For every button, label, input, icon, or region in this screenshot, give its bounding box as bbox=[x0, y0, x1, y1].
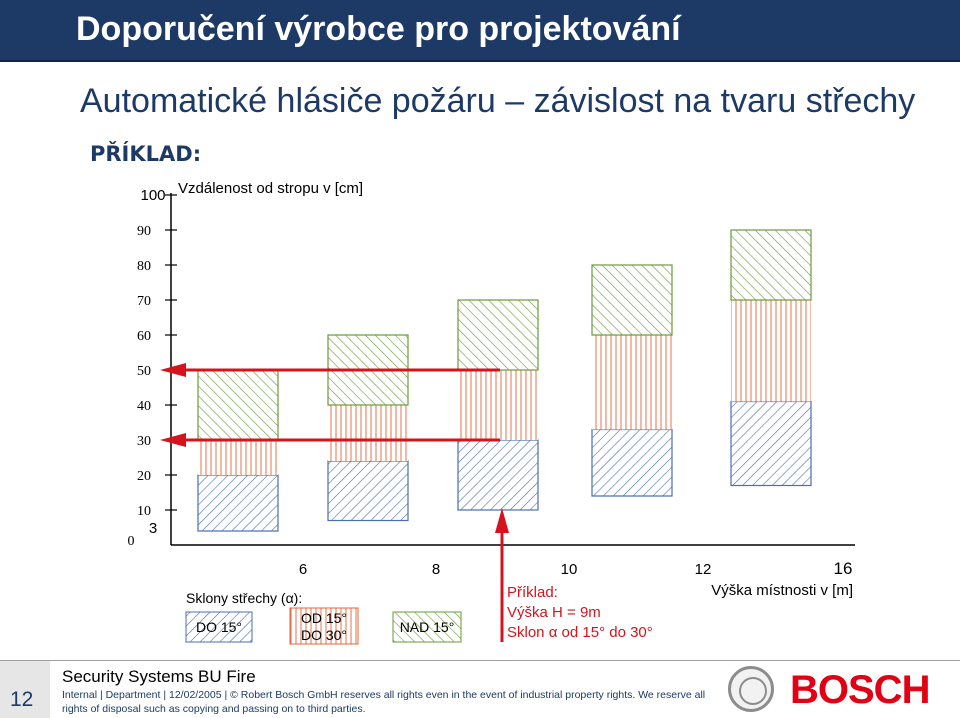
y-tick-label: 40 bbox=[137, 399, 151, 414]
y-tick-label: 30 bbox=[137, 434, 151, 449]
legend-label-do30: DO 30° bbox=[301, 627, 347, 643]
example-note-line2: Výška H = 9m bbox=[507, 604, 601, 621]
arrows bbox=[160, 363, 509, 642]
bar-segment bbox=[197, 474, 279, 532]
bar-segment bbox=[731, 300, 811, 402]
header-bar: Doporučení výrobce pro projektování bbox=[0, 0, 960, 62]
legend-title: Sklony střechy (α): bbox=[186, 590, 302, 606]
x-axis: Výška místnosti v [m] bbox=[171, 544, 855, 599]
footer-divider bbox=[0, 660, 960, 661]
x-axis-label: Výška místnosti v [m] bbox=[711, 582, 853, 599]
legend-swatch-od15-do30 bbox=[289, 607, 359, 645]
chart: Vzdálenost od stropu v [cm] Výška místno… bbox=[128, 180, 855, 645]
y-axis-label: Vzdálenost od stropu v [cm] bbox=[178, 180, 363, 197]
legend-swatch-do15 bbox=[185, 611, 253, 643]
page-title: Doporučení výrobce pro projektování bbox=[76, 10, 681, 48]
x-tick-label: 8 bbox=[432, 561, 440, 578]
bar-segment bbox=[197, 369, 279, 441]
bar-segment bbox=[327, 460, 409, 522]
arrow-head bbox=[160, 433, 186, 447]
legend-label-do15: DO 15° bbox=[196, 619, 242, 635]
bar-segment bbox=[730, 400, 812, 487]
marker-head bbox=[495, 508, 509, 533]
y-tick-label: 10 bbox=[137, 504, 151, 519]
example-note-line1: Příklad: bbox=[507, 584, 558, 601]
x-tick-label: 16 bbox=[834, 559, 853, 578]
bars bbox=[197, 229, 812, 532]
y-tick-label: 100 bbox=[140, 187, 165, 204]
legend-label-od15: OD 15° bbox=[301, 610, 347, 626]
footer-side-panel bbox=[0, 661, 50, 718]
y-tick-label: 60 bbox=[137, 329, 151, 344]
footer-company: Security Systems BU Fire bbox=[62, 667, 256, 686]
y-tick-label: 90 bbox=[137, 224, 151, 239]
y-tick-label: 70 bbox=[137, 294, 151, 309]
x-tick-label: 12 bbox=[695, 561, 712, 578]
bar-segment bbox=[591, 264, 673, 336]
bar-segment bbox=[328, 405, 408, 461]
example-note-line3: Sklon α od 15° do 30° bbox=[507, 624, 653, 641]
x-tick-label: 10 bbox=[561, 561, 578, 578]
bar-segment bbox=[730, 229, 812, 301]
y-tick-label: 20 bbox=[137, 469, 151, 484]
bar-segment bbox=[457, 439, 539, 511]
example-note: Příklad: Výška H = 9m Sklon α od 15° do … bbox=[507, 584, 653, 641]
bar-segment bbox=[591, 428, 673, 497]
x-tick-label: 6 bbox=[299, 561, 307, 578]
example-label: PŘÍKLAD: bbox=[90, 142, 202, 166]
footer-legal: Internal | Department | 12/02/2005 | © R… bbox=[62, 689, 706, 715]
y-tick-label: 0 bbox=[128, 534, 135, 549]
x-tick-label: 3 bbox=[149, 520, 157, 537]
bosch-emblem-icon bbox=[728, 666, 774, 712]
bosch-logo: BOSCH bbox=[790, 668, 930, 712]
legend-label-nad15: NAD 15° bbox=[400, 619, 455, 635]
bar-segment bbox=[198, 440, 278, 475]
bar-segment bbox=[592, 335, 672, 430]
y-tick-label: 80 bbox=[137, 259, 151, 274]
arrow-head bbox=[160, 363, 186, 377]
slide-number: 12 bbox=[10, 688, 34, 711]
subtitle: Automatické hlásiče požáru – závislost n… bbox=[80, 82, 916, 120]
y-tick-label: 50 bbox=[137, 364, 151, 379]
bar-segment bbox=[458, 370, 538, 440]
legend: Sklony střechy (α): DO 15° OD 15° DO 30°… bbox=[185, 590, 462, 645]
legend-swatch-nad15 bbox=[392, 611, 462, 643]
bar-segment bbox=[457, 299, 539, 371]
